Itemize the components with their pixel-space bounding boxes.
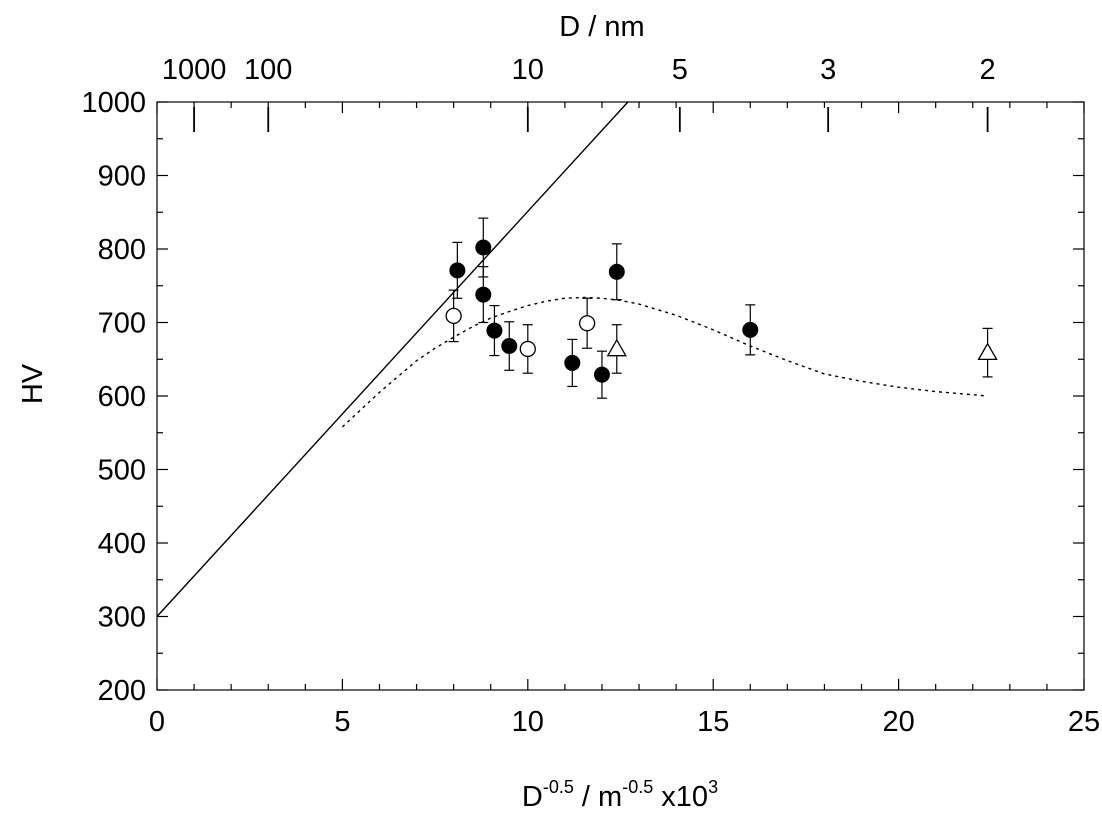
data-point-filled-circle bbox=[742, 321, 759, 338]
top-axis-title: D / nm bbox=[559, 11, 644, 43]
data-point-filled-circle bbox=[475, 239, 492, 256]
top-axis-tick-label: 2 bbox=[980, 54, 996, 86]
y-tick-label: 800 bbox=[98, 234, 146, 266]
y-tick-label: 1000 bbox=[81, 87, 146, 119]
x-tick-label: 5 bbox=[334, 706, 350, 738]
data-point-filled-circle bbox=[486, 322, 503, 339]
data-point-filled-circle bbox=[449, 262, 466, 279]
x-tick-label: 25 bbox=[1068, 706, 1100, 738]
top-axis-tick-label: 100 bbox=[244, 54, 292, 86]
top-axis-tick-label: 1000 bbox=[162, 54, 227, 86]
data-point-filled-circle bbox=[608, 263, 625, 280]
y-tick-label: 500 bbox=[98, 455, 146, 487]
data-point-open-circle bbox=[578, 315, 596, 332]
data-point-open-circle bbox=[519, 340, 536, 358]
x-tick-label: 20 bbox=[882, 706, 914, 738]
data-point-open-triangle bbox=[977, 342, 998, 361]
y-tick-label: 300 bbox=[98, 602, 146, 634]
x-tick-label: 10 bbox=[512, 706, 544, 738]
plot-frame bbox=[156, 101, 1085, 691]
model-curve bbox=[341, 296, 988, 428]
y-axis-title: HV bbox=[17, 363, 49, 404]
data-point-open-circle bbox=[445, 307, 462, 325]
fit-line bbox=[156, 101, 629, 617]
data-point-filled-circle bbox=[501, 338, 518, 355]
y-tick-label: 200 bbox=[98, 675, 146, 707]
data-point-filled-circle bbox=[593, 366, 610, 383]
y-tick-label: 900 bbox=[98, 161, 146, 193]
data-point-filled-circle bbox=[475, 286, 492, 303]
top-axis-tick-label: 3 bbox=[820, 54, 836, 86]
x-tick-label: 15 bbox=[697, 706, 729, 738]
chart-marks: 0 5 10 15 20 25200300400500600700800900100010… bbox=[81, 54, 1100, 738]
top-axis-tick-label: 5 bbox=[672, 54, 688, 86]
data-point-open-triangle bbox=[606, 338, 627, 357]
data-point-filled-circle bbox=[564, 354, 581, 371]
top-axis-tick-label: 10 bbox=[512, 54, 544, 86]
x-axis-title: D-0.5 / m-0.5 x103 bbox=[522, 777, 718, 813]
y-tick-label: 700 bbox=[98, 308, 146, 340]
y-tick-label: 400 bbox=[98, 528, 146, 560]
x-tick-label: 0 bbox=[149, 706, 165, 738]
y-tick-label: 600 bbox=[98, 381, 146, 413]
